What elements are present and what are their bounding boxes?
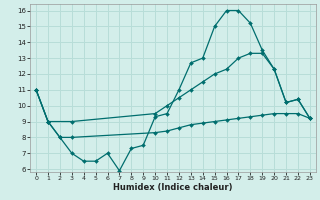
X-axis label: Humidex (Indice chaleur): Humidex (Indice chaleur) (113, 183, 233, 192)
